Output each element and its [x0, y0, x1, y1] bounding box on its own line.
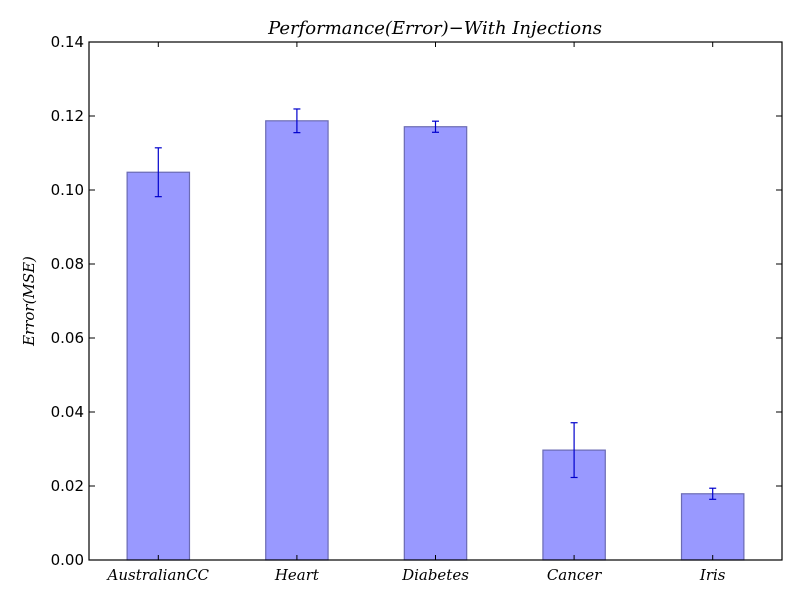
y-tick-label: 0.10 — [51, 181, 84, 199]
x-tick-label: Diabetes — [401, 566, 469, 584]
y-tick-label: 0.08 — [51, 255, 84, 273]
y-tick-label: 0.12 — [51, 107, 84, 125]
bar-iris — [680, 493, 745, 561]
y-tick-label: 0.04 — [51, 403, 84, 421]
y-tick-label: 0.14 — [51, 33, 84, 51]
error-bars-layer — [154, 108, 717, 500]
x-tick-label: Cancer — [547, 566, 602, 584]
error-bar-australiancc — [154, 147, 162, 198]
ticks-layer: AustralianCC Heart Diabetes Cancer Iris 0.00 0… — [51, 33, 782, 584]
y-axis-label: Error(MSE) — [20, 256, 38, 347]
bar-diabetes — [403, 126, 468, 561]
y-tick-label: 0.00 — [51, 551, 84, 569]
error-bar-cancer — [570, 422, 578, 479]
bars-layer — [126, 120, 745, 561]
error-bar-iris — [709, 487, 717, 500]
x-tick-label: AustralianCC — [106, 566, 210, 584]
x-tick-label: Heart — [274, 566, 320, 584]
bar-australiancc — [126, 171, 191, 561]
y-tick-label: 0.06 — [51, 329, 84, 347]
y-tick-label: 0.02 — [51, 477, 84, 495]
error-bar-heart — [293, 108, 301, 134]
bar-heart — [265, 120, 329, 561]
error-bar-diabetes — [432, 120, 439, 133]
x-tick-label: Iris — [699, 566, 726, 584]
chart-title: Performance(Error)−With Injections — [267, 18, 602, 39]
